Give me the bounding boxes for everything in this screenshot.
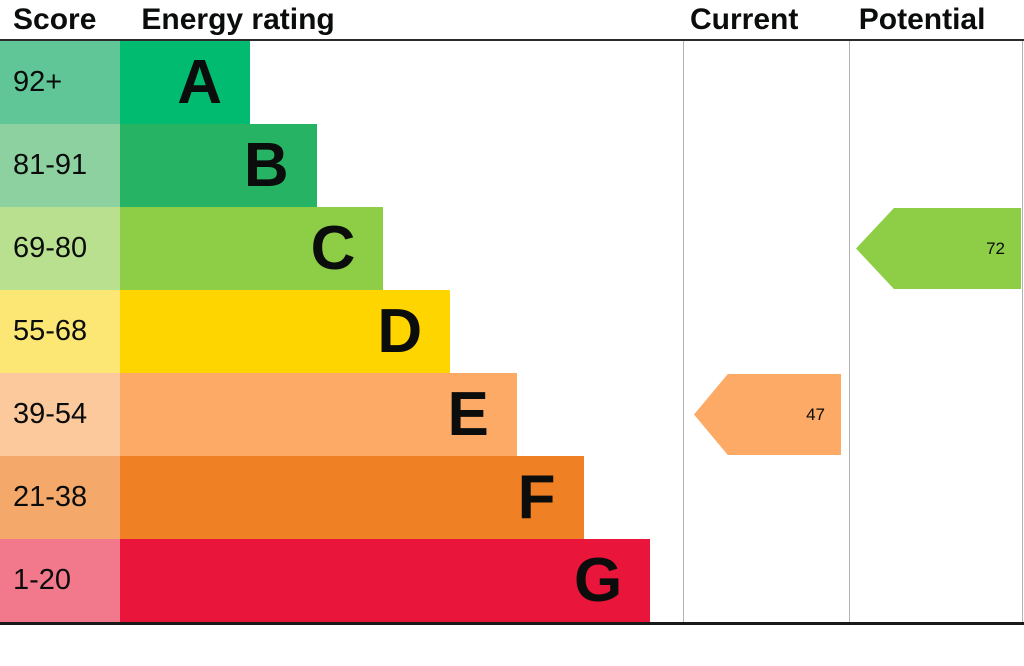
score-range-f: 21-38	[0, 456, 120, 539]
band-row-b: 81-91 B	[0, 124, 1024, 207]
band-letter-f: F	[517, 462, 556, 532]
band-letter-g: G	[573, 545, 623, 615]
band-letter-c: C	[310, 213, 356, 283]
current-rating-pointer: 47	[694, 374, 841, 455]
band-row-a: 92+ A	[0, 41, 1024, 124]
band-rows: 92+ A 81-91 B 69-80 C 55-68 D 39-54	[0, 41, 1024, 622]
band-row-d: 55-68 D	[0, 290, 1024, 373]
score-range-e: 39-54	[0, 373, 120, 456]
header-potential: Potential	[858, 3, 986, 36]
band-bar-g: G	[120, 539, 651, 622]
band-bar-d: D	[120, 290, 451, 373]
score-range-a: 92+	[0, 41, 120, 124]
band-bar-c: C	[120, 207, 384, 290]
header-energy-rating: Energy rating	[141, 3, 335, 36]
potential-column-divider	[849, 0, 850, 622]
band-letter-b: B	[243, 130, 289, 200]
header-score: Score	[13, 3, 97, 36]
band-bar-b: B	[120, 124, 317, 207]
current-column-divider	[683, 0, 684, 622]
band-letter-a: A	[177, 47, 222, 117]
band-row-f: 21-38 F	[0, 456, 1024, 539]
potential-rating-value: 72	[986, 238, 1005, 258]
current-rating-value: 47	[806, 404, 825, 424]
score-range-c: 69-80	[0, 207, 120, 290]
header-current: Current	[689, 3, 799, 36]
band-bar-e: E	[120, 373, 517, 456]
band-row-c: 69-80 C	[0, 207, 1024, 290]
band-letter-e: E	[447, 379, 489, 449]
epc-header: Score Energy rating Current Potential	[0, 0, 1024, 41]
band-bar-f: F	[120, 456, 584, 539]
band-row-e: 39-54 E	[0, 373, 1024, 456]
band-bar-a: A	[120, 41, 250, 124]
score-range-d: 55-68	[0, 290, 120, 373]
band-letter-d: D	[377, 296, 423, 366]
potential-rating-pointer: 72	[856, 208, 1021, 289]
band-row-g: 1-20 G	[0, 539, 1024, 622]
chart-baseline	[0, 622, 1024, 625]
score-range-g: 1-20	[0, 539, 120, 622]
right-border-line	[1022, 0, 1023, 622]
score-range-b: 81-91	[0, 124, 120, 207]
